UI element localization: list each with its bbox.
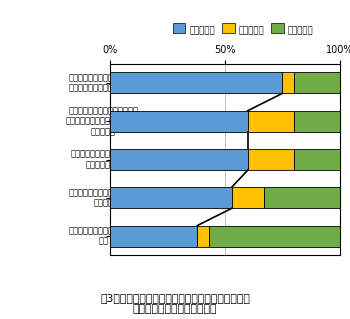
Bar [248,149,294,170]
Bar [110,149,248,170]
Bar [232,187,264,208]
Bar [282,72,294,93]
Legend: 可能である, 無理である, わからない: 可能である, 無理である, わからない [167,17,319,41]
Bar [197,226,209,247]
Bar [110,226,197,247]
Bar [294,72,340,93]
Bar [264,187,340,208]
Bar [110,187,232,208]
Text: 図3　「ダイシモチ」の特徴を生かした商品開発の
可能性に関する実需者の評価: 図3 「ダイシモチ」の特徴を生かした商品開発の 可能性に関する実需者の評価 [100,293,250,314]
Bar [209,226,340,247]
Bar [110,72,282,93]
Bar [294,111,340,132]
Bar [110,111,248,132]
Bar [248,111,294,132]
Bar [294,149,340,170]
